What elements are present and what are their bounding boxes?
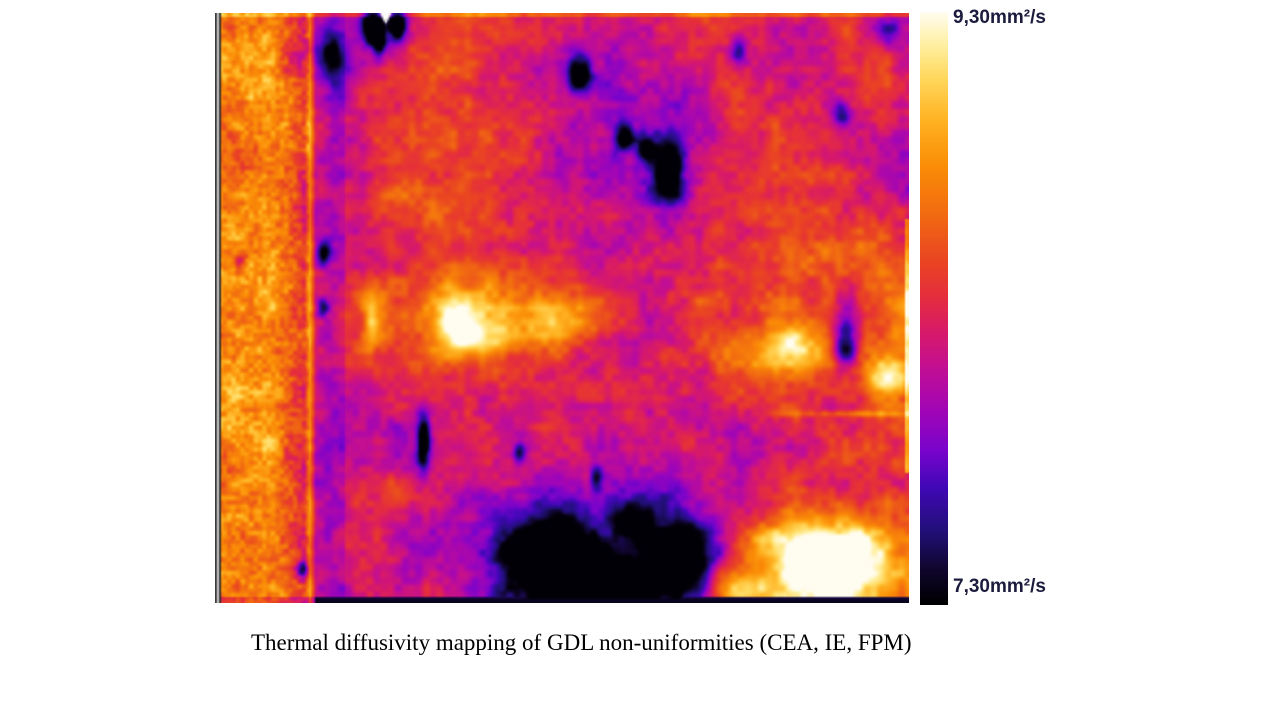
colorbar-canvas bbox=[920, 12, 948, 605]
colorbar-max-label: 9,30mm²/s bbox=[953, 7, 1046, 28]
figure-caption: Thermal diffusivity mapping of GDL non-u… bbox=[251, 630, 912, 655]
thermal-map-canvas bbox=[215, 13, 909, 603]
colorbar-min-label: 7,30mm²/s bbox=[953, 576, 1046, 597]
